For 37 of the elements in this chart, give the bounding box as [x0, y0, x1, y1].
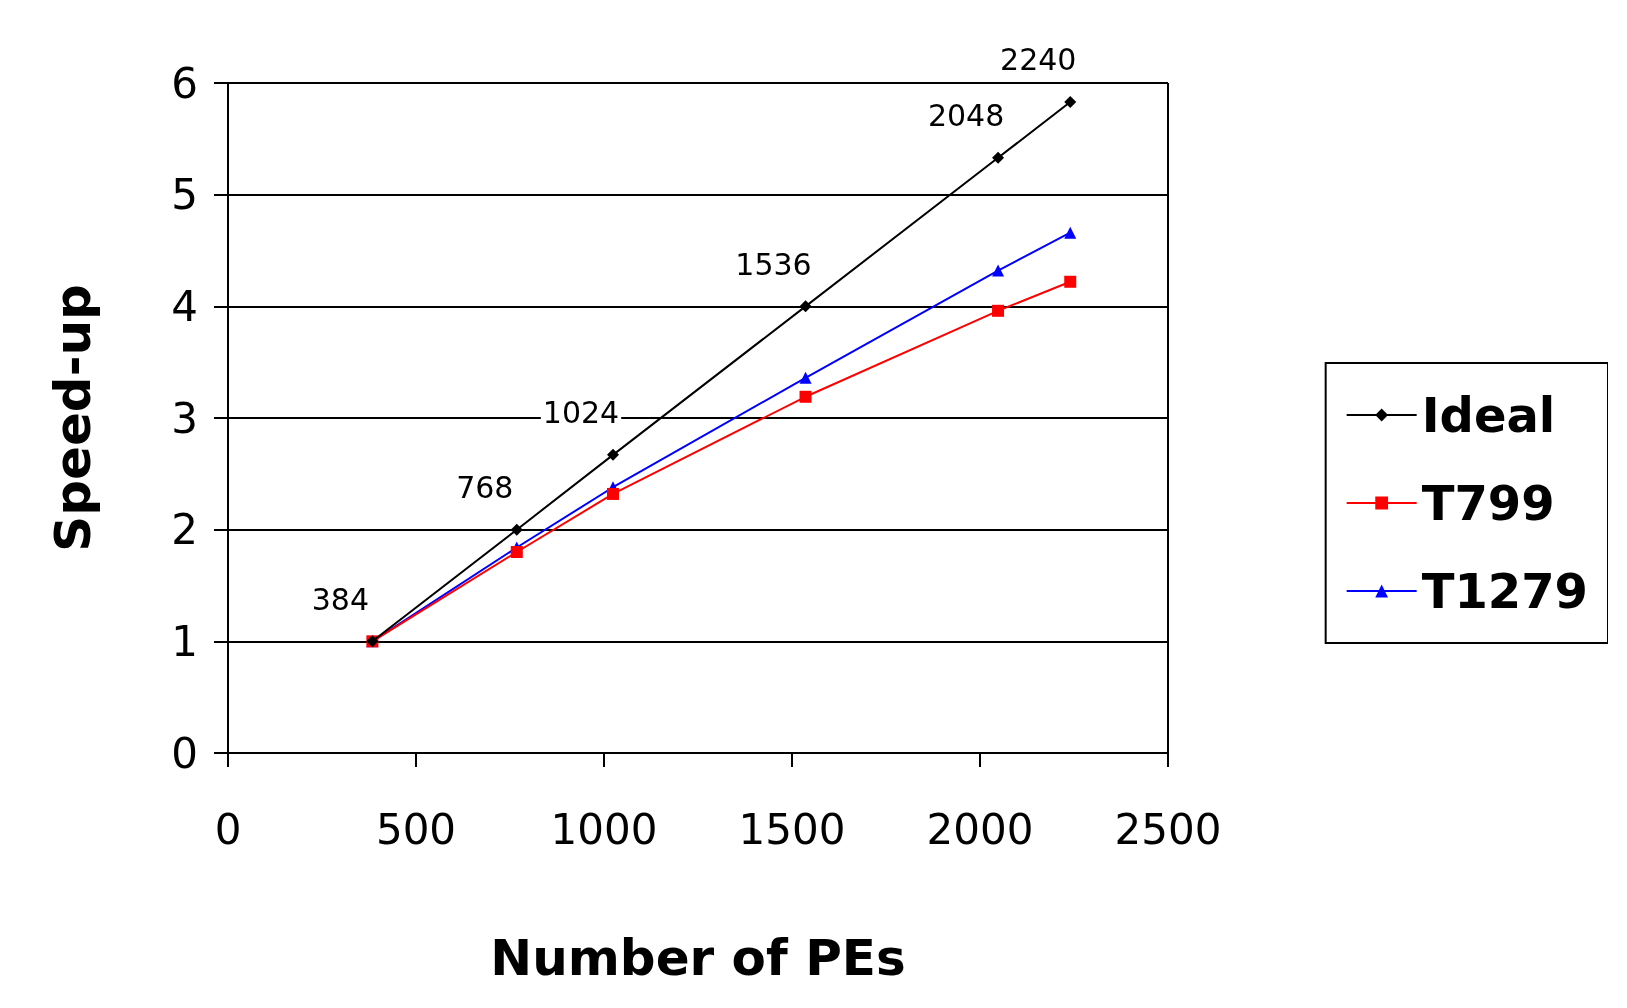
point [1064, 275, 1077, 288]
annotation: 1024 [542, 395, 620, 431]
point [799, 300, 812, 313]
y-tick-label: 1 [171, 616, 198, 666]
point [799, 390, 812, 403]
x-tick-label: 2000 [926, 804, 1034, 854]
point [992, 151, 1005, 164]
y-tick-label: 4 [171, 281, 198, 331]
point [607, 487, 620, 500]
x-tick-label: 1500 [738, 804, 846, 854]
point [510, 546, 523, 558]
point [799, 371, 812, 384]
y-tick-label: 0 [171, 728, 198, 778]
annotation: 768 [456, 470, 514, 506]
x-axis-title: Number of PEs [490, 929, 906, 987]
x-tick-label: 2500 [1114, 804, 1222, 854]
legend-label: T799 [1421, 475, 1555, 531]
x-tick-label: 1000 [550, 804, 658, 854]
legend-label: T1279 [1421, 563, 1589, 619]
legend-label: Ideal [1421, 387, 1556, 443]
point [510, 523, 523, 536]
point [1064, 95, 1077, 108]
y-tick-label: 6 [171, 58, 198, 108]
point [607, 448, 620, 461]
y-axis-title: Speed-up [44, 284, 102, 552]
annotation: 384 [311, 581, 370, 617]
point [992, 264, 1005, 277]
annotation: 2240 [1000, 42, 1077, 78]
y-tick-label: 3 [171, 393, 198, 443]
y-tick-label: 2 [171, 505, 198, 555]
annotation: 1536 [735, 246, 812, 282]
x-tick-label: 500 [375, 804, 457, 854]
y-tick-label: 5 [171, 170, 198, 220]
point [1064, 226, 1077, 239]
annotation: 2048 [927, 98, 1005, 134]
x-tick-label: 0 [214, 804, 242, 854]
point [992, 304, 1005, 317]
